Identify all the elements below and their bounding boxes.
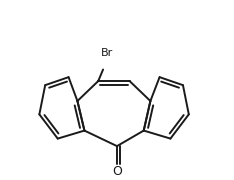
Text: Br: Br [101, 48, 113, 58]
Text: O: O [112, 165, 122, 178]
